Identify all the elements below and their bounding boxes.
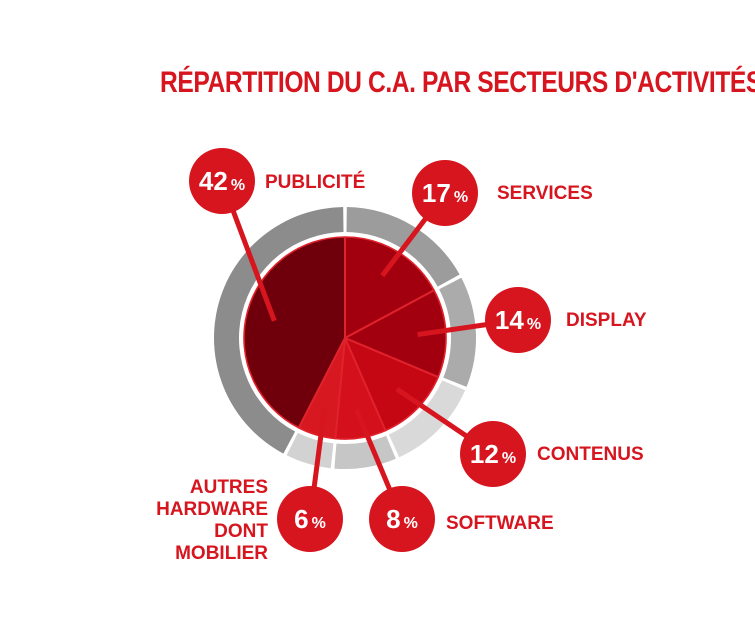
badge-circle bbox=[460, 421, 526, 487]
category-label-line: MOBILIER bbox=[175, 543, 268, 564]
category-label-line: AUTRES bbox=[190, 477, 268, 498]
slice-divider bbox=[344, 337, 387, 431]
percent-number: 6 bbox=[294, 504, 308, 534]
category-label-line: DISPLAY bbox=[566, 310, 647, 331]
category-label-display: DISPLAY bbox=[566, 310, 647, 331]
pie-slices bbox=[243, 236, 447, 440]
pie-slice-contenus bbox=[344, 337, 439, 432]
percent-value: 6% bbox=[294, 504, 326, 534]
percent-number: 42 bbox=[199, 166, 228, 196]
percent-sign: % bbox=[404, 515, 418, 532]
pie-slice-publicite bbox=[243, 236, 346, 429]
slice-divider bbox=[344, 337, 439, 378]
percent-badge-contenus: 12% bbox=[460, 421, 526, 487]
category-labels: SERVICES DISPLAY CONTENUS SOFTWARE AUTRES HAR… bbox=[156, 171, 647, 564]
category-label-line: PUBLICITÉ bbox=[265, 171, 365, 193]
percent-value: 12% bbox=[470, 439, 516, 469]
ring-segment-software bbox=[334, 435, 396, 470]
category-label-line: SERVICES bbox=[497, 183, 593, 204]
badge-circle bbox=[412, 160, 478, 226]
percent-value: 8% bbox=[386, 504, 418, 534]
pie-slice-services bbox=[344, 236, 435, 339]
category-label-autres-hardware-dont-mobilier: AUTRES HARDWARE DONT MOBILIER bbox=[156, 477, 268, 564]
category-label-line: CONTENUS bbox=[537, 444, 644, 465]
percent-number: 8 bbox=[386, 504, 400, 534]
percent-badge-services: 17% bbox=[412, 160, 478, 226]
percent-value: 17% bbox=[422, 178, 468, 208]
badge-circle bbox=[485, 287, 551, 353]
percent-value: 42% bbox=[199, 166, 245, 196]
percent-value: 14% bbox=[495, 305, 541, 335]
pie-slice-display bbox=[344, 289, 447, 378]
percent-badge-display: 14% bbox=[485, 287, 551, 353]
percent-number: 12 bbox=[470, 439, 499, 469]
percent-sign: % bbox=[231, 177, 245, 194]
percent-badge-autres-hardware-dont-mobilier: 6% bbox=[277, 486, 343, 552]
ring-segment-contenus bbox=[388, 380, 466, 458]
badge-circle bbox=[277, 486, 343, 552]
category-label-software: SOFTWARE bbox=[446, 513, 554, 534]
category-label-line: HARDWARE bbox=[156, 499, 268, 520]
category-label-line: SOFTWARE bbox=[446, 513, 554, 534]
slice-divider bbox=[344, 289, 435, 339]
ring-segment-display bbox=[439, 277, 476, 387]
ring-segment-autres-hardware-dont-mobilier bbox=[286, 432, 334, 469]
category-label-services: SERVICES bbox=[497, 183, 593, 204]
percent-sign: % bbox=[502, 450, 516, 467]
badge-circle bbox=[189, 148, 255, 214]
ring-segment-publicite bbox=[213, 207, 344, 454]
slice-divider bbox=[334, 337, 346, 439]
category-label-contenus: CONTENUS bbox=[537, 444, 644, 465]
percent-number: 17 bbox=[422, 178, 451, 208]
category-label-publicite: PUBLICITÉ bbox=[265, 171, 365, 193]
percent-badge-publicite: 42% bbox=[189, 148, 255, 214]
percent-badge-software: 8% bbox=[369, 486, 435, 552]
badge-circle bbox=[369, 486, 435, 552]
percent-sign: % bbox=[454, 189, 468, 206]
category-label-line: DONT bbox=[214, 521, 268, 542]
slice-divider bbox=[297, 337, 346, 429]
percent-sign: % bbox=[312, 515, 326, 532]
percent-number: 14 bbox=[495, 305, 524, 335]
percent-sign: % bbox=[527, 316, 541, 333]
percent-badges: 17 %14 %12 %8 %6 %42% bbox=[189, 148, 551, 552]
